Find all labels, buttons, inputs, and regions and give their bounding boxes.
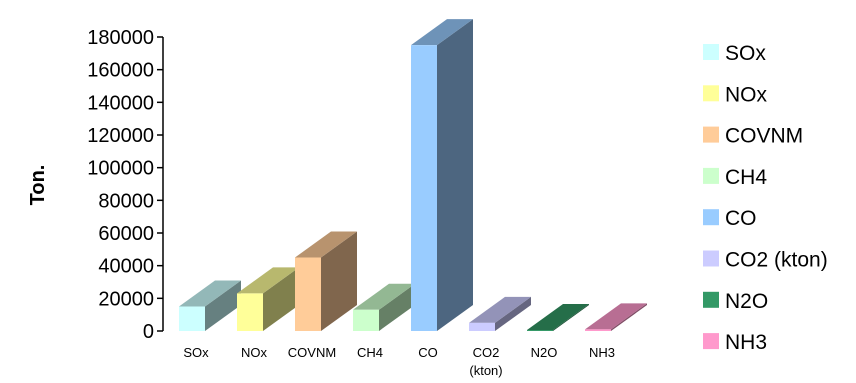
legend-item: CH4: [703, 166, 767, 189]
bar-top: [527, 304, 589, 331]
x-tick-labels: SOx NOx COVNM CH4 CO CO2 (kton) N2O NH3: [183, 345, 615, 378]
x-tick-label: CO: [418, 345, 438, 360]
legend-item: N2O: [703, 290, 768, 313]
bar-side: [437, 19, 473, 332]
bar-top: [237, 267, 299, 294]
legend-item: NH3: [703, 331, 767, 354]
bar-co2-kton-: [469, 296, 531, 331]
bar-front: [469, 322, 495, 331]
y-tick-label: 60000: [98, 223, 154, 245]
bar-ch4: [353, 283, 415, 331]
legend-label: CO2 (kton): [725, 249, 828, 272]
legend-item: COVNM: [703, 125, 803, 148]
legend-swatch: [703, 85, 719, 102]
bar-top: [585, 303, 647, 330]
bar-side: [553, 304, 589, 331]
legend-swatch: [703, 126, 719, 143]
legend-swatch: [703, 44, 719, 60]
legend-item: CO2 (kton): [703, 249, 828, 272]
bar-side: [611, 303, 647, 331]
y-tick-label: 0: [143, 321, 154, 343]
bar-front: [527, 330, 553, 331]
legend-swatch: [703, 209, 719, 226]
y-tick-label: 180000: [87, 27, 154, 49]
y-tick-label: 140000: [87, 92, 154, 114]
legend-swatch: [703, 291, 719, 308]
y-tick-label: 40000: [98, 256, 154, 278]
legend-label: CH4: [725, 166, 767, 189]
x-tick-label: CH4: [357, 345, 383, 360]
bar-top: [411, 19, 473, 46]
legend-label: NH3: [725, 331, 767, 354]
bar-front: [411, 45, 437, 332]
bar-top: [353, 283, 415, 310]
bar-nh3: [585, 303, 647, 331]
bar-front: [237, 293, 263, 331]
bar-top: [179, 280, 241, 307]
legend: SOx NOx COVNM CH4 CO CO2 (kton) N2O NH3: [703, 42, 828, 354]
bar-front: [585, 329, 611, 331]
legend-item: CO: [703, 207, 757, 230]
y-axis-label: Ton.: [27, 165, 49, 206]
legend-label: NOx: [725, 83, 768, 106]
bar-co: [411, 19, 473, 332]
legend-item: NOx: [703, 83, 768, 106]
legend-label: N2O: [725, 290, 768, 313]
x-tick-label: NOx: [241, 345, 268, 360]
bar-front: [295, 257, 321, 331]
bar-top: [295, 231, 357, 258]
x-tick-label: CO2 (kton): [469, 345, 502, 378]
x-tick-label: COVNM: [288, 345, 336, 360]
bar-sox: [179, 280, 241, 331]
bar-side: [495, 296, 531, 331]
legend-swatch: [703, 250, 719, 267]
legend-swatch: [703, 333, 719, 350]
y-tick-label: 100000: [87, 158, 154, 180]
y-tick-label: 120000: [87, 125, 154, 147]
x-tick-label: NH3: [589, 345, 615, 360]
bar-nox: [237, 267, 299, 331]
legend-item: SOx: [703, 42, 766, 65]
bar-side: [321, 231, 357, 331]
y-axis: 0 20000 40000 60000 80000 100000 120000 140000 1…: [87, 27, 164, 343]
bar-front: [353, 309, 379, 331]
bar-side: [205, 280, 241, 331]
bar-top: [469, 296, 531, 323]
y-tick-label: 160000: [87, 60, 154, 82]
legend-label: SOx: [725, 42, 766, 65]
bar-side: [379, 283, 415, 331]
bar-n2o: [527, 304, 589, 331]
legend-label: CO: [725, 207, 757, 230]
legend-label: COVNM: [725, 125, 803, 148]
x-tick-label: SOx: [183, 345, 209, 360]
y-tick-label: 80000: [98, 190, 154, 212]
bar-covnm: [295, 231, 357, 331]
x-tick-label: N2O: [531, 345, 558, 360]
legend-swatch: [703, 167, 719, 184]
y-tick-label: 20000: [98, 288, 154, 310]
bar-front: [179, 306, 205, 331]
bars: [179, 19, 647, 332]
bar-side: [263, 267, 299, 331]
